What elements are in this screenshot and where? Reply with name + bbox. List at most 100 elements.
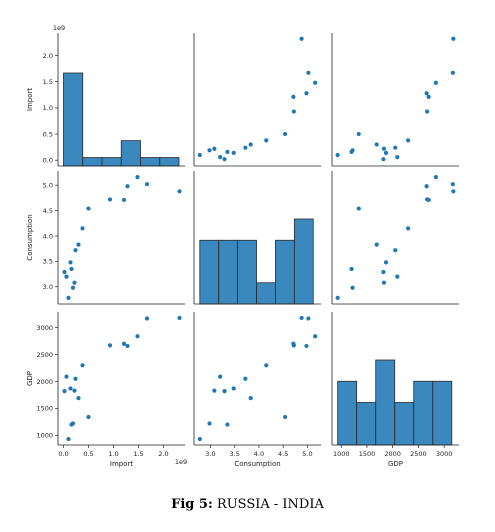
scatter-point — [291, 109, 296, 114]
scatter-point — [383, 260, 389, 265]
scatter-point — [218, 374, 223, 379]
scatter-point — [80, 363, 85, 368]
scatter-point — [70, 421, 76, 426]
hist-bar — [413, 380, 434, 446]
scatter-point — [381, 146, 387, 151]
scatter-point — [86, 414, 91, 420]
figure-title: RUSSIA - INDIA — [216, 497, 324, 512]
scatter-point — [350, 285, 355, 290]
scatter-point — [243, 376, 248, 381]
scatter-point — [207, 421, 212, 426]
hist-bar — [199, 239, 220, 305]
y-tick-label: 0.0 — [43, 157, 53, 165]
scatter-point — [393, 145, 398, 150]
scatter-point — [222, 389, 227, 394]
y-tick-label: 2500 — [36, 351, 53, 359]
scatter-point — [350, 148, 355, 153]
pairplot: 0.0 0.5 1.0 1.5 2.0 Import 1e9 3.0 3.5 4.0 4.5 5.0 C… — [26, 24, 459, 468]
scatter-point — [218, 154, 223, 160]
scatter-point — [225, 149, 230, 154]
x-tick-label: 5.0 — [302, 450, 312, 458]
scatter-point — [225, 422, 230, 427]
scatter-point — [80, 226, 85, 231]
hist-bar — [120, 140, 141, 167]
scatter-point — [66, 295, 71, 301]
scatter-point — [306, 316, 311, 321]
scatter-point — [222, 157, 227, 162]
scatter-point — [424, 91, 429, 96]
scatter-point — [231, 386, 236, 391]
hist-bar — [82, 157, 103, 167]
scatter-point — [197, 436, 202, 442]
hist-bar — [101, 157, 122, 167]
scatter-point — [107, 197, 113, 202]
x-tick-label: 2000 — [384, 450, 401, 458]
scatter-point — [135, 174, 140, 180]
y-tick-label: 5.0 — [43, 182, 53, 190]
scatter-point — [313, 334, 318, 339]
scatter-point — [306, 70, 311, 75]
scatter-point — [426, 197, 431, 203]
x-tick-label: 3.0 — [205, 450, 215, 458]
scatter-point — [73, 248, 78, 253]
scatter-point — [304, 91, 309, 96]
scatter-point — [231, 150, 236, 156]
x-axis-label: GDP — [388, 460, 403, 468]
x-axis-offset-label: 1e9 — [175, 458, 187, 466]
scatter-point — [291, 94, 296, 99]
scatter-point — [144, 316, 150, 321]
scatter-point — [177, 315, 182, 321]
x-tick-label: 4.5 — [278, 450, 288, 458]
scatter-point — [335, 295, 340, 301]
x-tick-label: 1000 — [333, 450, 350, 458]
scatter-point — [212, 388, 217, 393]
scatter-point — [73, 376, 78, 381]
scatter-point — [374, 142, 379, 147]
scatter-point — [426, 94, 431, 99]
scatter-point — [433, 174, 438, 180]
y-tick-label: 3.5 — [43, 258, 53, 266]
scatter-point — [243, 145, 248, 150]
scatter-point — [264, 363, 269, 368]
scatter-point — [424, 184, 429, 189]
scatter-point — [64, 374, 69, 379]
scatter-point — [283, 414, 288, 420]
scatter-point — [313, 80, 318, 85]
scatter-point — [451, 189, 456, 194]
scatter-point — [70, 285, 76, 290]
scatter-point — [356, 206, 361, 211]
scatter-point — [291, 341, 296, 346]
scatter-point — [212, 146, 217, 151]
x-tick-label: 0.5 — [83, 450, 93, 458]
scatter-point — [177, 189, 182, 194]
scatter-point — [125, 184, 130, 189]
x-tick-label: 2.0 — [158, 450, 168, 458]
scatter-point — [144, 182, 150, 187]
scatter-point — [450, 70, 455, 75]
scatter-point — [395, 274, 400, 279]
hist-bar — [256, 282, 276, 305]
x-axis-label: Import — [110, 460, 133, 468]
scatter-point — [451, 36, 456, 41]
scatter-point — [62, 389, 67, 394]
hist-bar — [237, 239, 257, 305]
y-tick-label: 1.5 — [43, 78, 53, 86]
x-tick-label: 0.0 — [58, 450, 68, 458]
x-tick-label: 2500 — [410, 450, 427, 458]
scatter-point — [121, 197, 127, 203]
scatter-point — [450, 182, 455, 187]
scatter-point — [76, 242, 81, 247]
scatter-point — [381, 157, 386, 162]
scatter-point — [383, 150, 389, 156]
scatter-point — [395, 154, 400, 160]
scatter-point — [207, 148, 212, 153]
hist-bar — [218, 239, 239, 305]
hist-bar — [356, 402, 377, 446]
hist-bar — [337, 380, 358, 446]
scatter-point — [299, 36, 304, 41]
y-tick-label: 1500 — [36, 405, 53, 413]
scatter-point — [283, 131, 288, 137]
y-axis-label: Consumption — [26, 214, 34, 260]
x-tick-label: 4.0 — [254, 450, 264, 458]
scatter-point — [381, 280, 387, 285]
